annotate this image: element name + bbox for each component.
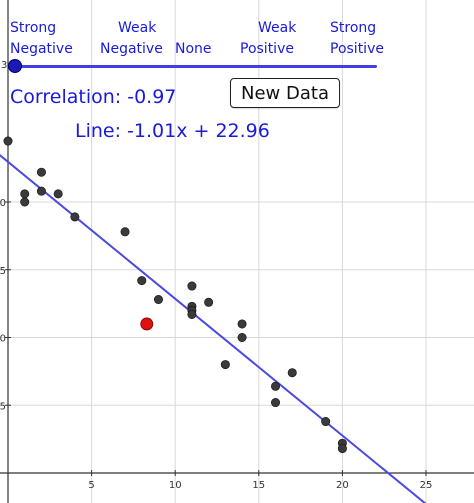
data-point[interactable] <box>220 360 230 370</box>
data-point[interactable] <box>187 309 197 319</box>
slider-label-line1: Weak <box>118 20 157 36</box>
regression-line <box>0 154 427 503</box>
data-point[interactable] <box>321 417 331 427</box>
data-point[interactable] <box>237 319 247 329</box>
x-tick-label: 20 <box>336 480 349 491</box>
data-point[interactable] <box>271 381 281 391</box>
data-point[interactable] <box>20 197 30 207</box>
slider-label-line1: Weak <box>258 20 297 36</box>
slider-label-line2: None <box>175 41 212 57</box>
slider-label-line2: Positive <box>240 41 294 57</box>
data-point[interactable] <box>20 189 30 199</box>
slider-label-line2: Negative <box>10 41 73 57</box>
correlation-slider-track[interactable] <box>14 65 377 68</box>
slider-label-line1: Strong <box>10 20 57 36</box>
y-tick-label: 15 <box>0 266 6 277</box>
tick-labels: 5 10 15 20 25 5 10 15 20 <box>0 198 432 491</box>
x-tick-label: 10 <box>169 480 182 491</box>
slider-label-line1: Strong <box>330 20 377 36</box>
correlation-slider-handle[interactable] <box>8 59 22 73</box>
slider-label-line2: Negative <box>100 41 163 57</box>
data-point[interactable] <box>36 167 46 177</box>
data-point[interactable] <box>153 295 163 305</box>
data-point[interactable] <box>271 398 281 408</box>
y-tick-label: 5 <box>0 401 6 412</box>
data-point[interactable] <box>53 189 63 199</box>
draggable-red-point[interactable] <box>140 317 154 331</box>
x-tick-label: 5 <box>88 480 94 491</box>
data-points[interactable] <box>3 136 347 454</box>
regression-line-path <box>0 154 427 503</box>
x-tick-label: 25 <box>420 480 433 491</box>
regression-equation: Line: -1.01x + 22.96 <box>75 120 270 142</box>
data-point[interactable] <box>3 136 13 146</box>
data-point[interactable] <box>187 281 197 291</box>
data-point[interactable] <box>137 276 147 286</box>
y-tick-label: 20 <box>0 198 6 209</box>
slider-value: 3 <box>1 60 8 71</box>
data-point[interactable] <box>120 227 130 237</box>
slider-label-line2: Positive <box>330 41 384 57</box>
correlation-readout: Correlation: -0.97 <box>10 86 177 108</box>
data-point[interactable] <box>36 186 46 196</box>
new-data-button[interactable]: New Data <box>230 78 340 108</box>
data-point[interactable] <box>337 444 347 454</box>
data-point[interactable] <box>204 297 214 307</box>
data-point[interactable] <box>287 368 297 378</box>
data-point[interactable] <box>237 332 247 342</box>
data-point[interactable] <box>70 212 80 222</box>
y-tick-label: 10 <box>0 334 6 345</box>
x-tick-label: 15 <box>252 480 265 491</box>
